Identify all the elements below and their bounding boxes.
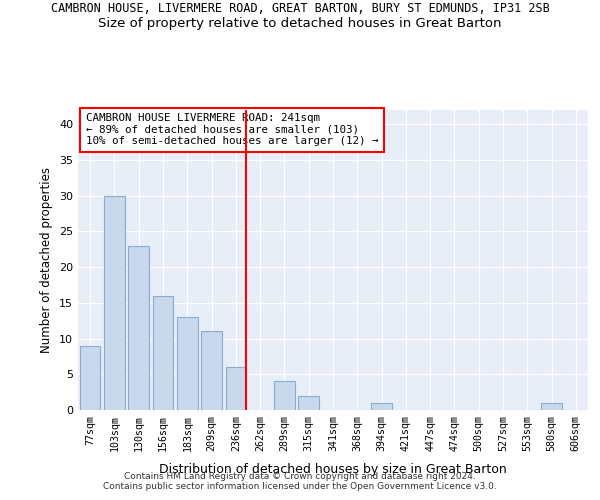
Text: Size of property relative to detached houses in Great Barton: Size of property relative to detached ho…: [98, 18, 502, 30]
Bar: [298, 396, 319, 410]
Bar: [80, 346, 100, 410]
Bar: [128, 246, 149, 410]
Bar: [541, 403, 562, 410]
Bar: [152, 296, 173, 410]
Text: CAMBRON HOUSE LIVERMERE ROAD: 241sqm
← 89% of detached houses are smaller (103)
: CAMBRON HOUSE LIVERMERE ROAD: 241sqm ← 8…: [86, 113, 378, 146]
Bar: [371, 403, 392, 410]
Bar: [177, 317, 197, 410]
Bar: [104, 196, 125, 410]
Bar: [274, 382, 295, 410]
Bar: [201, 332, 222, 410]
Text: Contains public sector information licensed under the Open Government Licence v3: Contains public sector information licen…: [103, 482, 497, 491]
Y-axis label: Number of detached properties: Number of detached properties: [40, 167, 53, 353]
Text: Contains HM Land Registry data © Crown copyright and database right 2024.: Contains HM Land Registry data © Crown c…: [124, 472, 476, 481]
Text: CAMBRON HOUSE, LIVERMERE ROAD, GREAT BARTON, BURY ST EDMUNDS, IP31 2SB: CAMBRON HOUSE, LIVERMERE ROAD, GREAT BAR…: [50, 2, 550, 16]
Bar: [226, 367, 246, 410]
Text: Distribution of detached houses by size in Great Barton: Distribution of detached houses by size …: [159, 462, 507, 475]
